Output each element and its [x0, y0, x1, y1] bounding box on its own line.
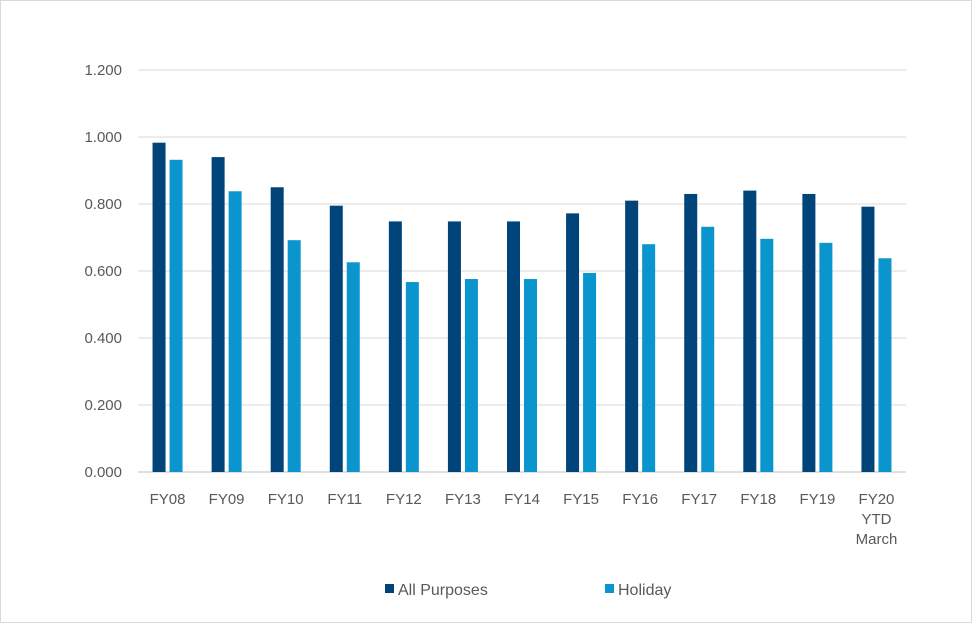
bar-holiday	[642, 244, 656, 472]
x-tick-label: FY19	[799, 491, 835, 508]
bar-holiday	[346, 262, 360, 472]
bars	[152, 142, 892, 473]
x-tick-label: FY18	[740, 491, 776, 508]
x-tick-label: FY16	[622, 491, 658, 508]
x-tick-label: FY20	[859, 491, 895, 508]
y-axis-tick-labels: 0.000 0.200 0.400 0.600 0.800 1.000 1.200	[84, 62, 122, 481]
bar-holiday	[169, 159, 183, 472]
bar-all-purposes	[270, 187, 284, 472]
bar-holiday	[405, 282, 419, 472]
y-tick-label: 0.400	[84, 330, 122, 347]
bar-all-purposes	[566, 213, 580, 472]
x-axis-tick-labels: FY08 FY09 FY10 FY11 FY12 FY13 FY14 FY15 FY16 FY17…	[150, 491, 898, 548]
bar-all-purposes	[329, 205, 343, 473]
bar-all-purposes	[507, 221, 520, 472]
x-tick-label: FY10	[268, 491, 304, 508]
x-tick-label: YTD	[861, 511, 891, 528]
x-tick-label: FY08	[150, 491, 186, 508]
x-tick-label: FY13	[445, 491, 481, 508]
y-tick-label: 0.200	[84, 397, 122, 414]
legend: All Purposes Holiday	[385, 582, 671, 599]
bar-all-purposes	[211, 157, 225, 472]
bar-holiday	[760, 238, 774, 472]
bar-all-purposes	[861, 206, 875, 472]
bar-holiday	[878, 258, 892, 472]
y-tick-label: 1.000	[84, 129, 122, 146]
bar-all-purposes	[802, 193, 816, 472]
x-tick-label: FY17	[681, 491, 717, 508]
x-tick-label: FY12	[386, 491, 422, 508]
bar-holiday	[524, 279, 537, 472]
bar-holiday	[701, 226, 715, 472]
legend-swatch	[385, 584, 394, 593]
bar-all-purposes	[447, 221, 461, 472]
bar-holiday	[287, 240, 301, 472]
bar-all-purposes	[684, 193, 698, 472]
x-tick-label: March	[856, 531, 898, 548]
y-tick-label: 1.200	[84, 62, 122, 79]
legend-swatch	[605, 584, 614, 593]
legend-label: Holiday	[618, 582, 671, 599]
y-tick-label: 0.000	[84, 464, 122, 481]
legend-label: All Purposes	[398, 582, 488, 599]
bar-holiday	[583, 273, 597, 472]
x-tick-label: FY09	[209, 491, 245, 508]
x-tick-label: FY11	[327, 491, 362, 508]
bar-holiday	[819, 242, 833, 472]
bar-all-purposes	[625, 200, 639, 472]
x-tick-label: FY15	[563, 491, 599, 508]
bar-holiday	[464, 279, 478, 472]
bar-all-purposes	[743, 190, 757, 472]
y-tick-label: 0.800	[84, 196, 122, 213]
bar-holiday	[228, 191, 242, 472]
gridlines	[138, 69, 906, 473]
y-tick-label: 0.600	[84, 263, 122, 280]
bar-all-purposes	[152, 142, 166, 472]
bar-all-purposes	[388, 221, 402, 472]
x-tick-label: FY14	[504, 491, 540, 508]
